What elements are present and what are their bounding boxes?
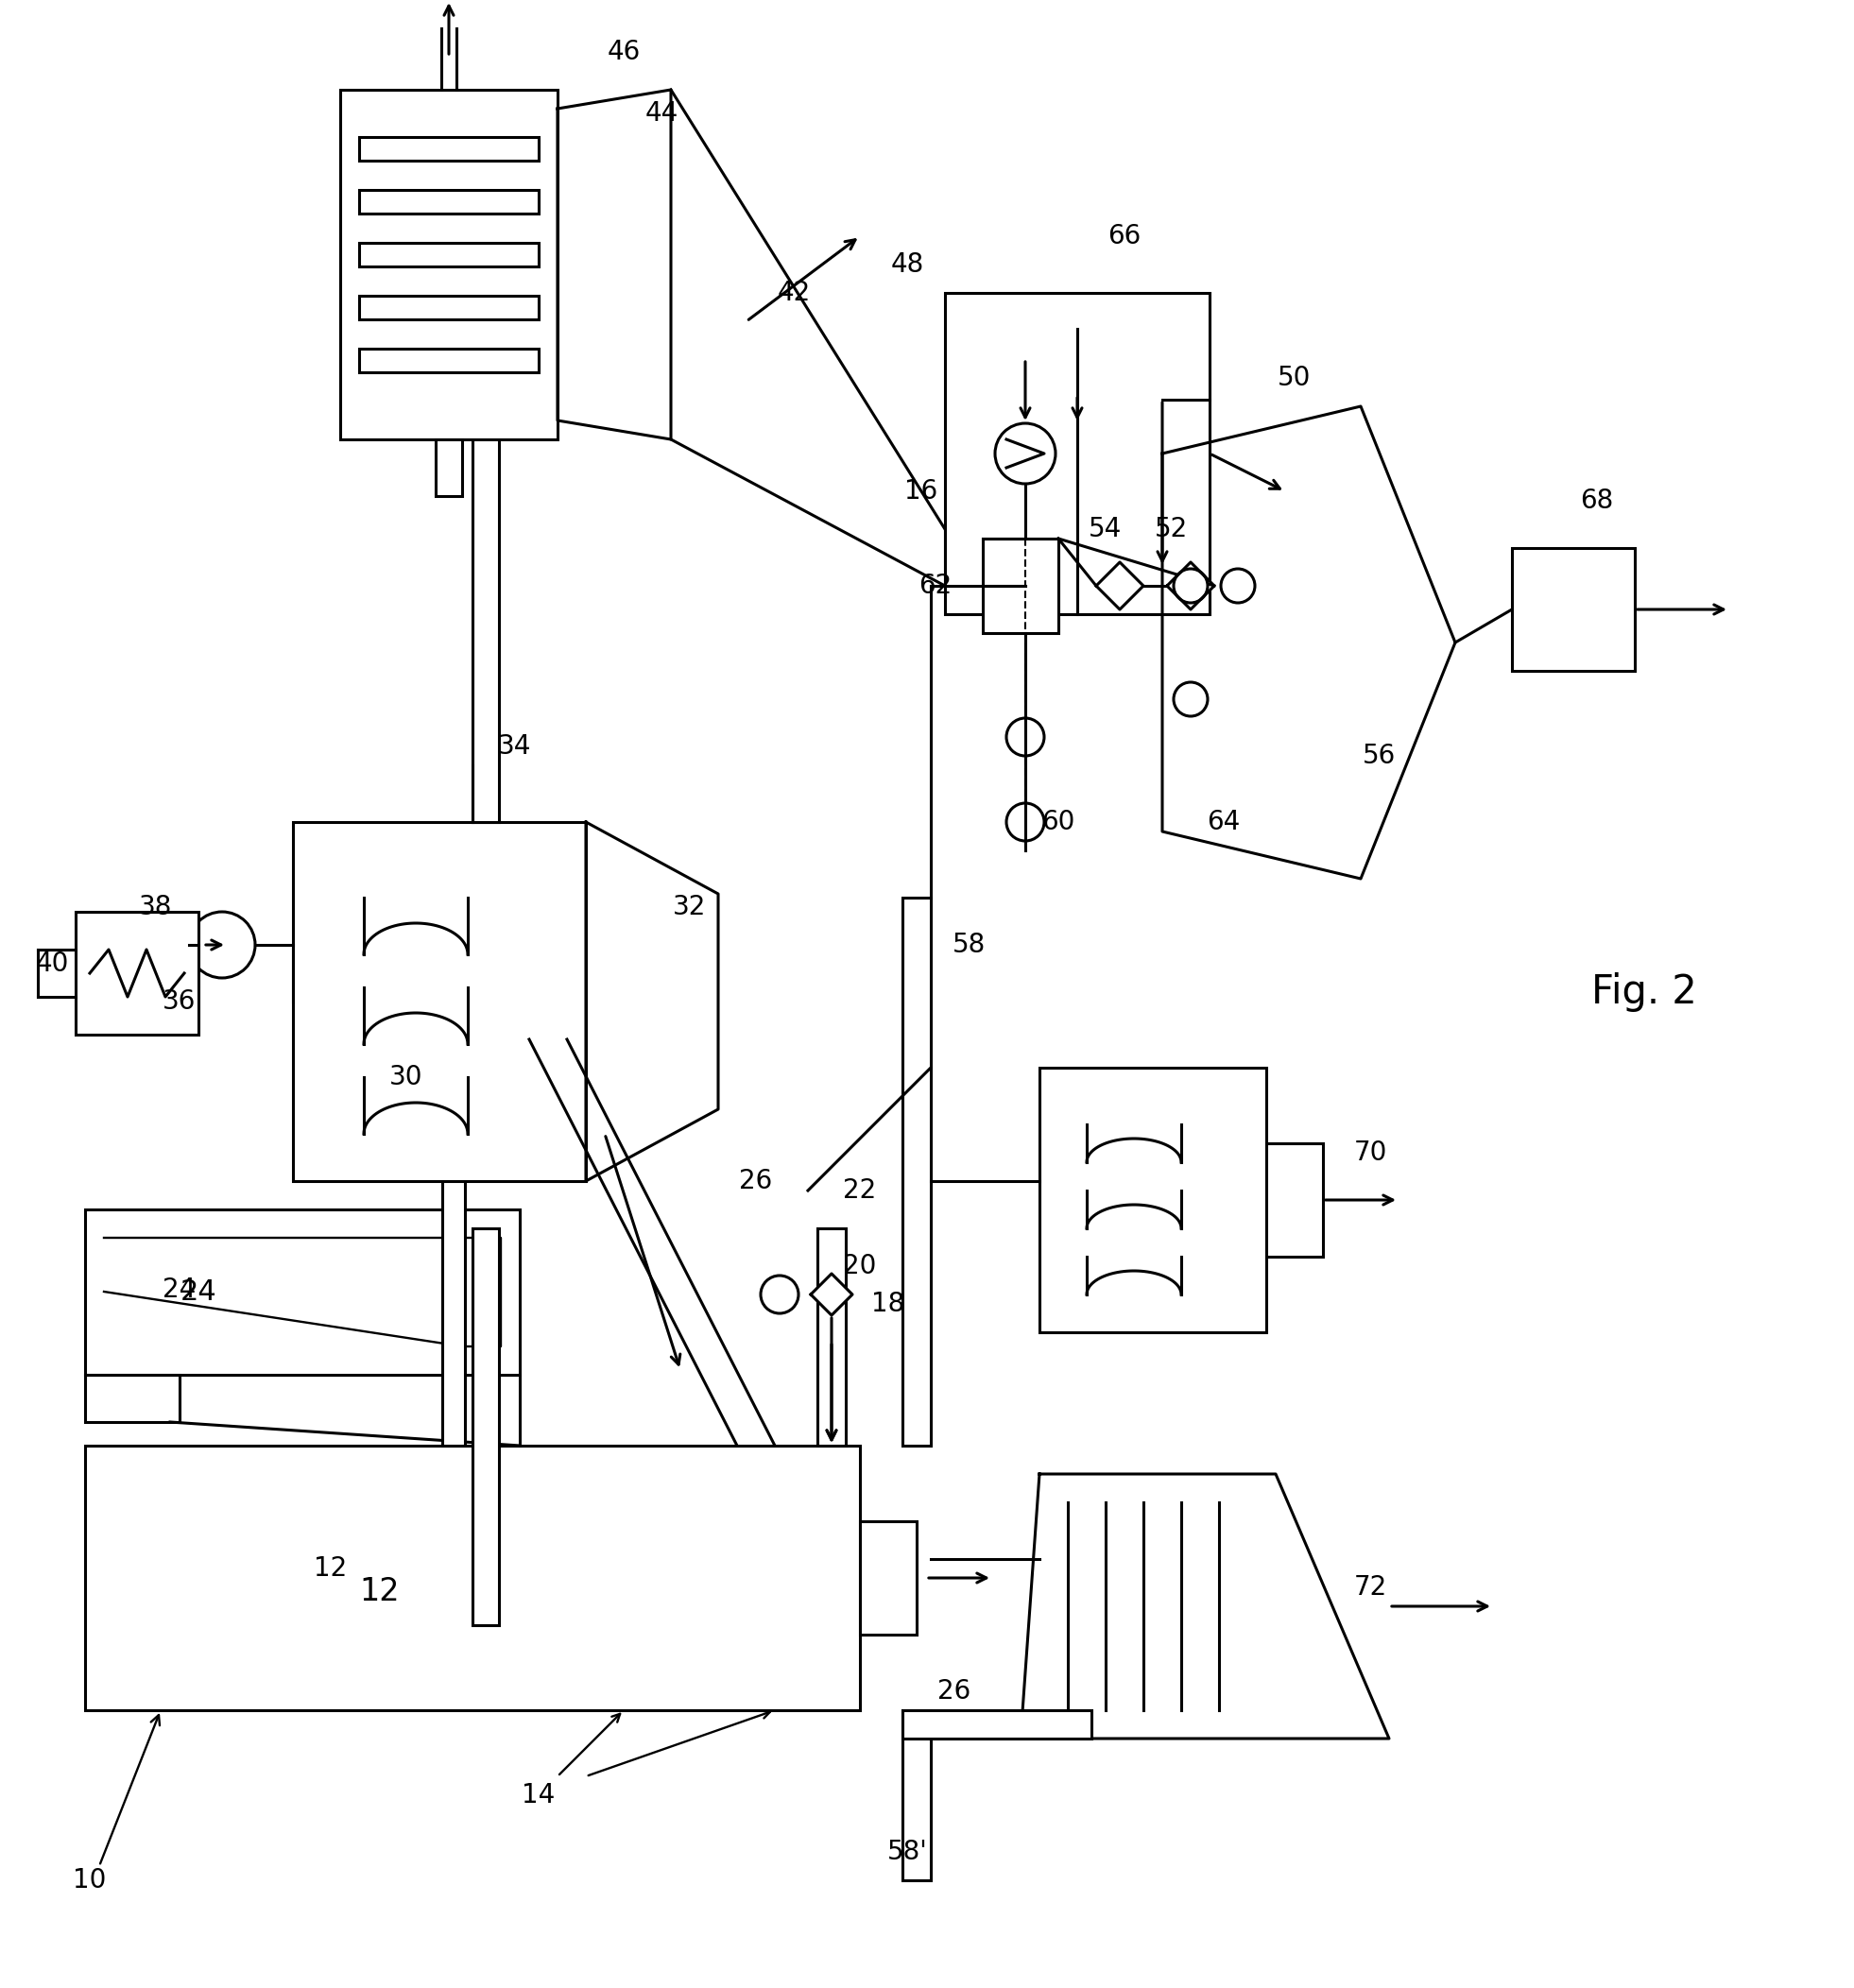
Bar [76, 912, 198, 1034]
Bar [339, 89, 558, 439]
Bar [360, 296, 540, 320]
Polygon shape [586, 821, 717, 1181]
Circle shape [996, 423, 1055, 483]
Text: 24: 24 [180, 1278, 217, 1306]
Bar [946, 292, 1209, 614]
Text: Fig. 2: Fig. 2 [1591, 972, 1696, 1012]
Bar [360, 137, 540, 161]
Bar [443, 1040, 465, 1445]
Text: 44: 44 [645, 99, 679, 127]
Circle shape [189, 912, 256, 978]
Text: 14: 14 [523, 1781, 556, 1809]
Polygon shape [558, 89, 671, 439]
Text: 54: 54 [1088, 517, 1122, 543]
Circle shape [1007, 718, 1044, 755]
Bar [85, 1376, 180, 1421]
Bar [903, 1710, 1092, 1740]
Polygon shape [810, 1274, 853, 1316]
Text: 20: 20 [844, 1252, 877, 1280]
Text: 38: 38 [139, 895, 172, 920]
Text: 56: 56 [1363, 744, 1396, 769]
Text: 70: 70 [1353, 1139, 1387, 1167]
Text: 52: 52 [1155, 517, 1188, 543]
Text: 64: 64 [1207, 809, 1240, 835]
Circle shape [1174, 682, 1207, 716]
Text: 58: 58 [951, 932, 984, 958]
Bar [818, 1229, 845, 1445]
Bar [1040, 1068, 1266, 1332]
Circle shape [1222, 569, 1255, 602]
Bar [360, 243, 540, 266]
Bar [360, 348, 540, 372]
Text: 16: 16 [905, 477, 938, 505]
Text: 50: 50 [1277, 364, 1311, 392]
Text: 72: 72 [1353, 1574, 1387, 1600]
Bar [860, 1521, 916, 1634]
Text: 46: 46 [606, 38, 640, 66]
Bar [436, 439, 462, 497]
Bar [293, 821, 586, 1181]
Polygon shape [1166, 563, 1214, 610]
Text: 12: 12 [313, 1555, 347, 1582]
Text: 22: 22 [844, 1177, 877, 1205]
Text: 26: 26 [740, 1167, 773, 1195]
Bar [903, 899, 931, 1445]
Text: 26: 26 [938, 1678, 971, 1704]
Bar [85, 1445, 860, 1710]
Text: 48: 48 [890, 250, 923, 278]
Bar [85, 1209, 519, 1376]
Circle shape [1007, 803, 1044, 841]
Text: 68: 68 [1580, 487, 1613, 515]
Text: 40: 40 [35, 950, 69, 976]
Text: 58': 58' [886, 1839, 927, 1865]
Text: 66: 66 [1109, 223, 1142, 248]
Bar [1511, 549, 1635, 670]
Circle shape [1174, 569, 1207, 602]
Polygon shape [1096, 563, 1144, 610]
Text: 34: 34 [499, 734, 532, 759]
Polygon shape [1020, 1473, 1389, 1740]
Bar [903, 1710, 931, 1881]
Text: 36: 36 [163, 988, 197, 1014]
Bar [983, 539, 1059, 632]
Circle shape [760, 1276, 799, 1314]
Polygon shape [1162, 406, 1455, 879]
Text: 18: 18 [871, 1290, 905, 1318]
Bar [473, 292, 499, 821]
Bar [360, 191, 540, 213]
Text: 32: 32 [673, 895, 706, 920]
Bar [1266, 1143, 1324, 1256]
Text: 24: 24 [163, 1276, 197, 1302]
Text: 60: 60 [1042, 809, 1075, 835]
Text: 10: 10 [72, 1867, 106, 1893]
Text: 62: 62 [920, 573, 953, 598]
Text: 30: 30 [389, 1064, 423, 1089]
Bar [473, 1229, 499, 1624]
Text: 42: 42 [777, 280, 810, 306]
Text: 12: 12 [360, 1576, 400, 1606]
